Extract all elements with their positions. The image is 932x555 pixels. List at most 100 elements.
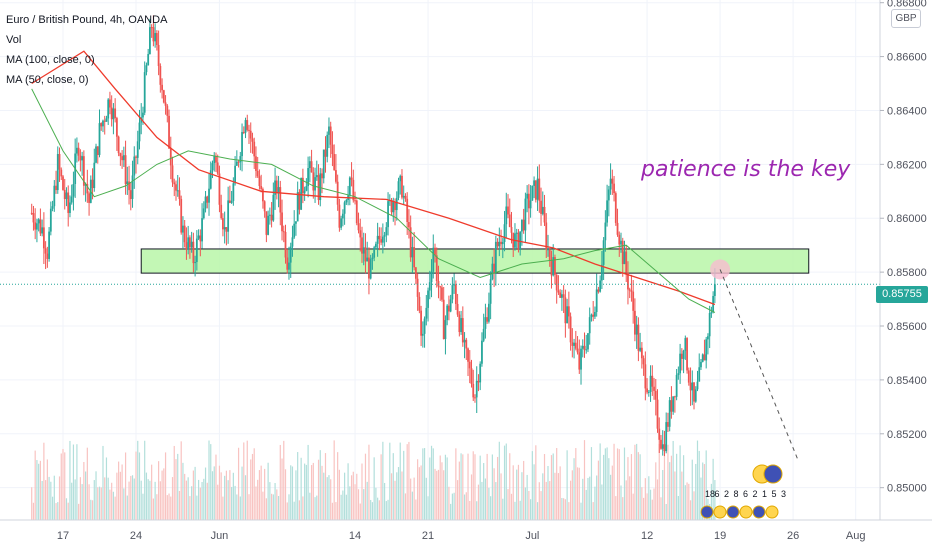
time-tick-label: Jun — [211, 530, 229, 542]
candle — [649, 375, 652, 392]
volume-bar — [695, 463, 697, 520]
candle — [136, 141, 139, 158]
annotation-text[interactable]: patience is the key — [641, 157, 851, 182]
volume-bar — [164, 452, 167, 520]
event-flag-icon[interactable] — [726, 505, 740, 519]
volume-bar — [479, 455, 481, 520]
ma100-line[interactable] — [31, 50, 716, 306]
currency-button[interactable]: GBP — [891, 9, 921, 28]
axes: 0.86800 0.86600 0.86400 0.86200 0.86000 0.858… — [0, 0, 932, 542]
volume-bar — [166, 495, 168, 520]
volume-bar — [326, 477, 328, 520]
event-markers: 18 6 2 8 6 2 1 5 3 — [700, 464, 786, 519]
event-flag-icon[interactable] — [700, 505, 714, 519]
candle — [567, 306, 570, 317]
volume-bar — [406, 444, 408, 520]
candle — [439, 286, 442, 288]
candle — [630, 290, 633, 292]
event-marker-count[interactable]: 2 — [753, 489, 758, 499]
volume-bar — [665, 503, 667, 520]
volume-bar — [363, 489, 365, 520]
time-tick-label: 24 — [130, 530, 142, 542]
event-marker-count[interactable]: 8 — [734, 489, 739, 499]
event-marker-count[interactable]: 6 — [715, 489, 720, 499]
candle — [249, 130, 252, 139]
candle — [667, 422, 669, 427]
candle — [96, 146, 99, 155]
event-marker-count[interactable]: 1 — [762, 489, 767, 499]
projection-line[interactable] — [719, 269, 799, 461]
event-marker-count[interactable]: 5 — [772, 489, 777, 499]
resistance-zone[interactable] — [140, 248, 810, 274]
candle — [355, 200, 358, 224]
event-flag-icon[interactable] — [713, 505, 727, 519]
candle — [477, 380, 480, 383]
candle — [173, 182, 176, 185]
volume-bar — [649, 489, 652, 520]
event-marker-count[interactable]: 18 — [705, 489, 715, 499]
volume-bar — [557, 473, 560, 520]
candle — [194, 262, 197, 264]
volume-bar — [486, 453, 488, 520]
volume-bar — [636, 443, 638, 520]
volume-bar — [154, 481, 156, 520]
event-marker-count[interactable]: 6 — [743, 489, 748, 499]
volume-bar — [543, 454, 546, 520]
volume-bar — [691, 459, 693, 520]
candle — [180, 199, 183, 233]
candle — [289, 246, 292, 263]
legend-ma100[interactable]: MA (100, close, 0) — [6, 54, 95, 66]
volume-bar — [542, 473, 544, 520]
candle — [301, 177, 304, 194]
eu-flag-icon[interactable] — [763, 464, 783, 484]
candle — [258, 176, 261, 187]
event-marker-count[interactable]: 3 — [781, 489, 786, 499]
event-flag-icon[interactable] — [765, 505, 779, 519]
volume-bar — [319, 450, 321, 520]
volume-bar — [390, 473, 393, 520]
candle — [178, 190, 181, 200]
volume-bar — [465, 492, 467, 520]
volume-bar — [714, 480, 716, 520]
volume-bar — [145, 472, 148, 520]
legend-ma50[interactable]: MA (50, close, 0) — [6, 74, 89, 86]
volume-bar — [330, 479, 332, 520]
candle — [265, 211, 268, 235]
candle — [583, 345, 586, 350]
volume-bar — [180, 441, 182, 520]
volume-bar — [655, 462, 657, 520]
candle — [171, 165, 174, 183]
volume-bar — [550, 455, 553, 520]
volume-bar — [112, 491, 115, 520]
candle — [270, 214, 273, 221]
candle — [594, 312, 596, 317]
volume-bar — [147, 479, 149, 520]
candle — [364, 247, 367, 262]
event-flag-icon[interactable] — [752, 505, 766, 519]
candle — [401, 175, 403, 198]
volume-bar — [599, 443, 601, 520]
volume-bar — [637, 452, 639, 520]
volume-bar — [65, 498, 68, 520]
legend-symbol[interactable]: Euro / British Pound, 4h, OANDA — [6, 14, 168, 26]
candle — [522, 219, 525, 231]
ma50-line[interactable] — [31, 88, 716, 313]
event-marker-count[interactable]: 2 — [724, 489, 729, 499]
candle — [559, 292, 562, 298]
candle — [713, 284, 716, 297]
candle — [689, 382, 692, 391]
candle — [571, 342, 574, 346]
legend-volume[interactable]: Vol — [6, 34, 22, 46]
volume-bar — [116, 472, 118, 520]
candle — [526, 193, 529, 199]
candle — [618, 234, 621, 245]
event-flag-icon[interactable] — [739, 505, 753, 519]
candle — [39, 219, 42, 234]
volume-bar — [78, 503, 80, 520]
volume-bar — [669, 462, 671, 520]
candle — [562, 294, 565, 298]
volume-bar — [45, 480, 47, 520]
volume-bar — [389, 442, 391, 520]
